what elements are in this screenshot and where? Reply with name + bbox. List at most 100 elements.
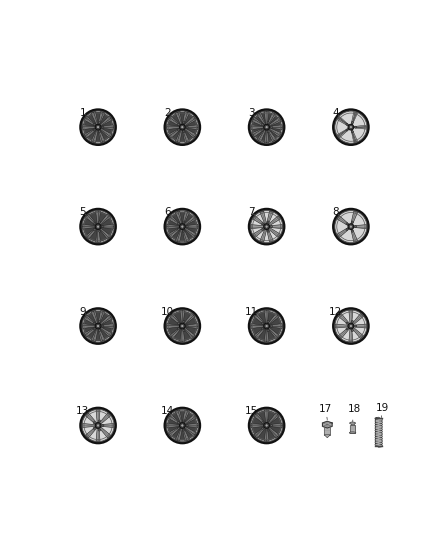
- Polygon shape: [267, 130, 275, 142]
- Polygon shape: [268, 117, 280, 126]
- Polygon shape: [251, 426, 264, 435]
- Polygon shape: [354, 126, 366, 128]
- Polygon shape: [268, 427, 278, 438]
- Polygon shape: [354, 224, 367, 229]
- Polygon shape: [266, 310, 269, 324]
- Polygon shape: [184, 411, 194, 423]
- Text: 1: 1: [80, 108, 86, 118]
- Polygon shape: [167, 119, 180, 127]
- Polygon shape: [171, 427, 181, 439]
- Polygon shape: [82, 125, 95, 127]
- Polygon shape: [171, 129, 181, 141]
- Polygon shape: [339, 327, 350, 338]
- Ellipse shape: [262, 422, 264, 424]
- Polygon shape: [93, 311, 98, 324]
- Polygon shape: [184, 426, 196, 435]
- Ellipse shape: [267, 131, 269, 133]
- Ellipse shape: [167, 410, 198, 441]
- Ellipse shape: [186, 225, 188, 228]
- Polygon shape: [171, 229, 181, 240]
- FancyBboxPatch shape: [351, 423, 354, 427]
- Ellipse shape: [251, 311, 282, 341]
- Ellipse shape: [251, 211, 282, 242]
- Polygon shape: [175, 212, 182, 224]
- Polygon shape: [100, 327, 112, 335]
- Polygon shape: [351, 130, 357, 142]
- Ellipse shape: [83, 410, 113, 441]
- Ellipse shape: [270, 325, 272, 327]
- Polygon shape: [170, 427, 180, 437]
- Ellipse shape: [264, 423, 269, 429]
- Polygon shape: [101, 119, 113, 127]
- Ellipse shape: [346, 322, 348, 324]
- Ellipse shape: [336, 112, 366, 142]
- Polygon shape: [266, 429, 269, 441]
- Polygon shape: [165, 209, 200, 245]
- Ellipse shape: [355, 225, 357, 228]
- Ellipse shape: [83, 211, 113, 242]
- Polygon shape: [249, 308, 284, 344]
- Ellipse shape: [181, 225, 183, 228]
- Polygon shape: [269, 324, 282, 327]
- Polygon shape: [182, 329, 185, 342]
- Ellipse shape: [264, 124, 269, 130]
- Polygon shape: [269, 119, 281, 126]
- Polygon shape: [99, 113, 110, 125]
- Ellipse shape: [270, 126, 272, 128]
- Polygon shape: [339, 128, 349, 138]
- Ellipse shape: [93, 322, 95, 324]
- Polygon shape: [338, 117, 349, 126]
- Polygon shape: [93, 130, 98, 142]
- Ellipse shape: [266, 225, 268, 228]
- Polygon shape: [167, 226, 180, 229]
- Ellipse shape: [166, 111, 198, 143]
- Polygon shape: [268, 114, 276, 125]
- Polygon shape: [167, 219, 180, 227]
- Polygon shape: [339, 117, 349, 126]
- Ellipse shape: [181, 424, 184, 427]
- Polygon shape: [255, 427, 265, 438]
- Polygon shape: [100, 315, 111, 325]
- Polygon shape: [179, 410, 186, 423]
- Polygon shape: [167, 324, 180, 327]
- Polygon shape: [84, 118, 96, 126]
- Polygon shape: [349, 311, 353, 323]
- Polygon shape: [185, 324, 198, 327]
- Polygon shape: [80, 408, 116, 443]
- Polygon shape: [184, 213, 194, 224]
- Polygon shape: [95, 311, 101, 323]
- Polygon shape: [175, 112, 182, 125]
- Polygon shape: [255, 413, 265, 424]
- Ellipse shape: [346, 123, 348, 125]
- Ellipse shape: [180, 124, 185, 130]
- Text: 9: 9: [80, 307, 86, 317]
- Polygon shape: [264, 111, 267, 124]
- Polygon shape: [180, 310, 183, 324]
- Ellipse shape: [183, 221, 185, 223]
- Ellipse shape: [186, 424, 188, 426]
- Polygon shape: [101, 224, 113, 227]
- Ellipse shape: [251, 310, 283, 342]
- Polygon shape: [183, 130, 189, 142]
- Polygon shape: [91, 130, 98, 142]
- Ellipse shape: [351, 221, 353, 223]
- Ellipse shape: [99, 221, 101, 223]
- Polygon shape: [267, 328, 276, 341]
- Ellipse shape: [336, 211, 366, 242]
- Polygon shape: [184, 116, 195, 126]
- Polygon shape: [173, 328, 182, 341]
- Polygon shape: [184, 415, 195, 424]
- Polygon shape: [267, 112, 275, 125]
- Polygon shape: [98, 112, 103, 125]
- Polygon shape: [83, 318, 95, 326]
- Polygon shape: [322, 421, 332, 428]
- Polygon shape: [99, 130, 105, 142]
- Polygon shape: [165, 109, 200, 145]
- Polygon shape: [267, 410, 276, 423]
- Ellipse shape: [95, 224, 101, 229]
- Polygon shape: [84, 327, 96, 335]
- Polygon shape: [255, 328, 265, 338]
- Ellipse shape: [251, 211, 283, 243]
- Polygon shape: [82, 224, 95, 227]
- Polygon shape: [185, 326, 198, 328]
